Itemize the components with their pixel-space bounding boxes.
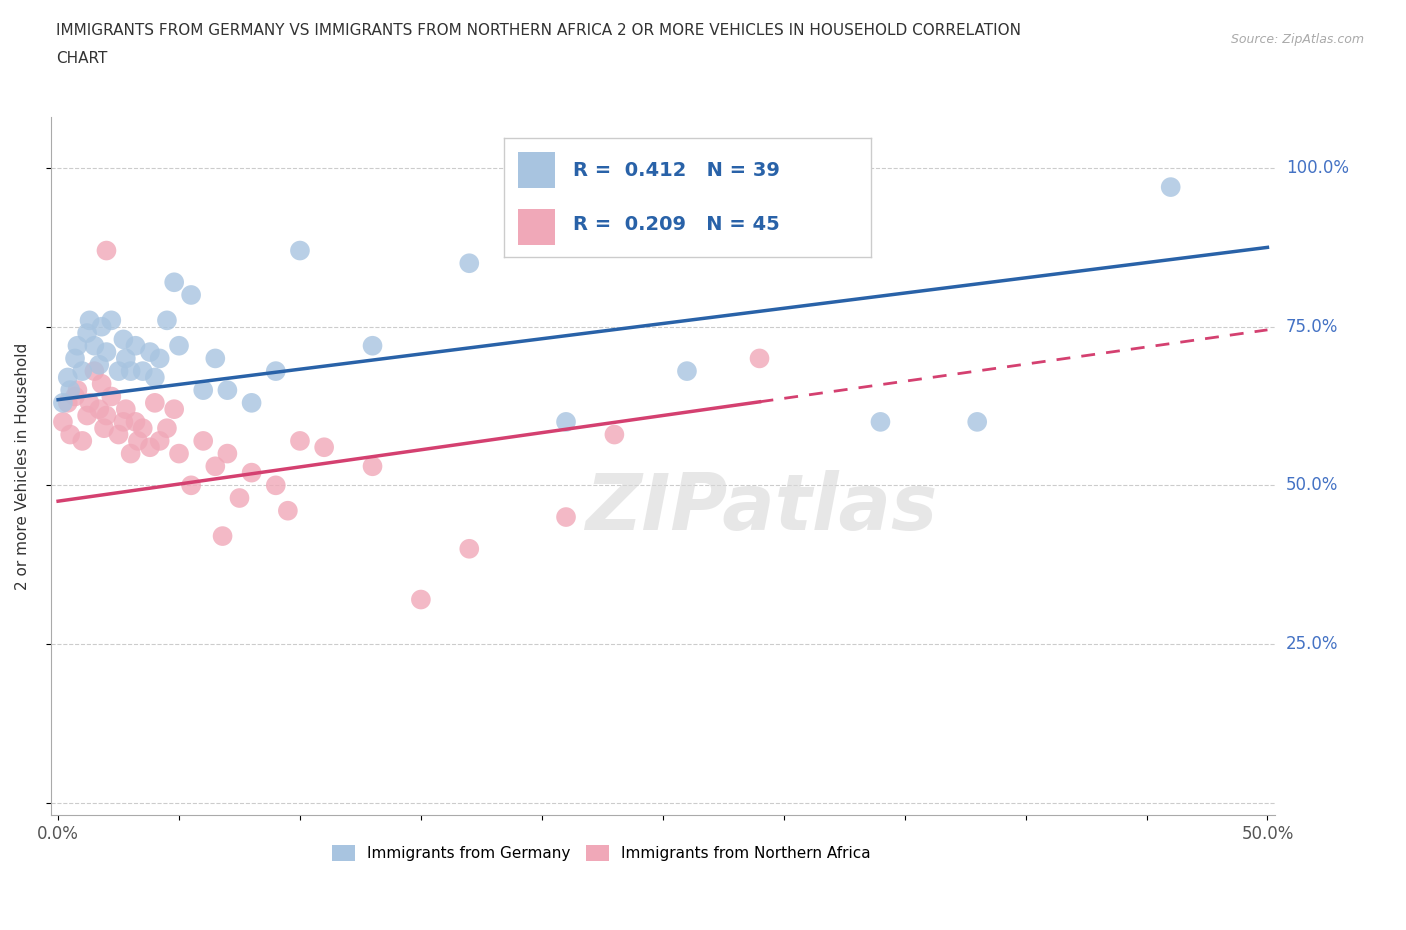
Point — [264, 478, 287, 493]
Point — [156, 420, 179, 435]
Point — [288, 433, 311, 448]
Point — [132, 364, 155, 379]
Point — [56, 370, 79, 385]
Text: 25.0%: 25.0% — [1286, 635, 1339, 653]
Point — [107, 364, 129, 379]
Point — [204, 458, 226, 473]
Point — [112, 332, 135, 347]
Point — [63, 351, 86, 365]
Point — [114, 402, 136, 417]
Point — [89, 357, 111, 372]
Point — [100, 389, 122, 404]
Text: 50.0%: 50.0% — [1286, 476, 1339, 495]
Legend: Immigrants from Germany, Immigrants from Northern Africa: Immigrants from Germany, Immigrants from… — [326, 839, 877, 867]
Point — [56, 395, 79, 410]
Point — [114, 351, 136, 365]
Point — [217, 383, 239, 398]
Point — [66, 383, 89, 398]
Point — [211, 528, 233, 543]
Text: ZIPatlas: ZIPatlas — [585, 471, 936, 546]
Point — [748, 351, 770, 365]
Point — [72, 364, 94, 379]
Point — [96, 243, 118, 258]
Point — [79, 312, 101, 327]
Point — [143, 370, 166, 385]
Point — [193, 433, 215, 448]
Point — [112, 415, 135, 430]
Point — [1160, 179, 1182, 194]
Point — [167, 339, 190, 353]
Point — [59, 383, 82, 398]
Point — [63, 389, 86, 404]
Point — [869, 415, 891, 430]
Point — [288, 243, 311, 258]
Text: 75.0%: 75.0% — [1286, 318, 1339, 336]
Point — [240, 465, 263, 480]
Point — [79, 395, 101, 410]
Point — [163, 275, 186, 290]
Point — [314, 440, 336, 455]
Point — [228, 490, 250, 505]
Point — [89, 402, 111, 417]
Point — [83, 364, 105, 379]
Point — [124, 415, 146, 430]
Point — [96, 408, 118, 423]
Point — [59, 427, 82, 442]
Point — [132, 420, 155, 435]
Text: Source: ZipAtlas.com: Source: ZipAtlas.com — [1230, 33, 1364, 46]
Point — [139, 440, 162, 455]
Point — [180, 478, 202, 493]
Point — [93, 420, 115, 435]
Point — [52, 415, 75, 430]
Point — [76, 326, 98, 340]
Y-axis label: 2 or more Vehicles in Household: 2 or more Vehicles in Household — [15, 342, 30, 590]
Point — [143, 395, 166, 410]
Point — [277, 503, 299, 518]
Text: CHART: CHART — [56, 51, 108, 66]
Point — [90, 319, 112, 334]
Point — [361, 339, 384, 353]
Point — [361, 458, 384, 473]
Point — [555, 510, 578, 525]
Point — [458, 256, 481, 271]
Text: 100.0%: 100.0% — [1286, 159, 1348, 177]
Point — [66, 339, 89, 353]
Point — [156, 312, 179, 327]
Point — [409, 592, 432, 607]
Point — [52, 395, 75, 410]
Point — [167, 446, 190, 461]
Point — [83, 339, 105, 353]
Point — [72, 433, 94, 448]
Point — [217, 446, 239, 461]
Point — [124, 339, 146, 353]
Point — [676, 364, 699, 379]
Point — [240, 395, 263, 410]
Point — [180, 287, 202, 302]
Text: IMMIGRANTS FROM GERMANY VS IMMIGRANTS FROM NORTHERN AFRICA 2 OR MORE VEHICLES IN: IMMIGRANTS FROM GERMANY VS IMMIGRANTS FR… — [56, 23, 1021, 38]
Point — [264, 364, 287, 379]
Point — [107, 427, 129, 442]
Point — [555, 415, 578, 430]
Point — [458, 541, 481, 556]
Point — [96, 345, 118, 360]
Point — [204, 351, 226, 365]
Point — [149, 433, 172, 448]
Point — [76, 408, 98, 423]
Point — [149, 351, 172, 365]
Point — [139, 345, 162, 360]
Point — [120, 364, 142, 379]
Point — [120, 446, 142, 461]
Point — [603, 427, 626, 442]
Point — [193, 383, 215, 398]
Point — [127, 433, 149, 448]
Point — [90, 377, 112, 392]
Point — [966, 415, 988, 430]
Point — [163, 402, 186, 417]
Point — [100, 312, 122, 327]
